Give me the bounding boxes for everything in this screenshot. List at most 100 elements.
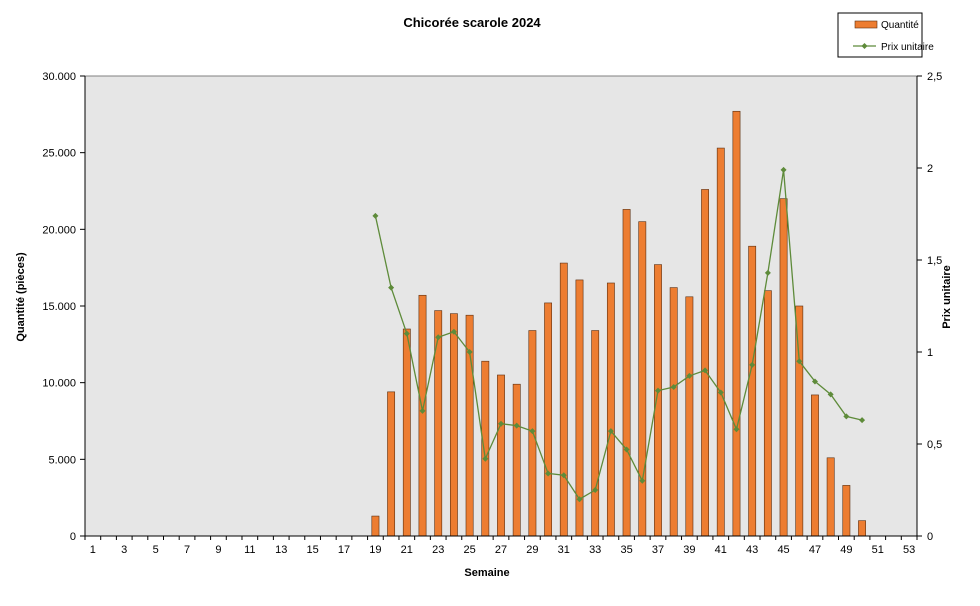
y2-axis-label: Prix unitaire <box>941 265 953 329</box>
price-marker-week-37 <box>654 387 661 394</box>
bar-week-38 <box>669 287 678 537</box>
bar-week-36 <box>638 221 647 537</box>
price-marker-week-24 <box>450 328 457 335</box>
bar-week-49 <box>842 485 851 537</box>
legend: Quantité Prix unitaire <box>837 12 934 58</box>
price-marker-week-21 <box>403 330 410 337</box>
price-marker-week-26 <box>482 455 489 462</box>
x-tick-label: 7 <box>184 544 190 556</box>
x-tick-label: 23 <box>432 544 444 556</box>
bar-week-37 <box>654 264 662 537</box>
bar-week-31 <box>559 262 568 537</box>
bar-week-46 <box>795 305 804 537</box>
price-marker-week-34 <box>607 428 614 435</box>
y-tick-label: 30.000 <box>42 71 76 83</box>
x-tick-label: 21 <box>401 544 413 556</box>
x-tick-label: 1 <box>90 544 96 556</box>
price-marker-week-45 <box>780 166 787 173</box>
legend-label-quantite: Quantité <box>881 20 919 31</box>
bar-week-47 <box>811 394 819 537</box>
x-tick-label: 9 <box>215 544 221 556</box>
price-marker-week-35 <box>623 446 630 453</box>
x-tick-label: 31 <box>558 544 570 556</box>
legend-marker-prix <box>861 43 868 49</box>
legend-swatch-quantite <box>854 20 878 29</box>
bar-week-48 <box>826 457 835 537</box>
price-marker-week-33 <box>592 487 599 493</box>
legend-box <box>837 12 923 58</box>
price-marker-week-20 <box>388 284 395 291</box>
y-tick-label: 10.000 <box>42 378 76 390</box>
bar-week-27 <box>497 374 505 537</box>
x-tick-label: 39 <box>683 544 695 556</box>
y2-tick-label: 0,5 <box>927 439 942 451</box>
x-tick-label: 13 <box>275 544 287 556</box>
x-tick-label: 47 <box>809 544 821 556</box>
y2-tick-label: 0 <box>927 531 933 543</box>
price-marker-week-38 <box>670 383 677 390</box>
price-marker-week-29 <box>529 428 536 435</box>
bar-week-26 <box>481 360 490 537</box>
price-marker-week-25 <box>466 349 473 355</box>
x-tick-label: 33 <box>589 544 601 556</box>
bar-week-50 <box>858 520 866 537</box>
bar-week-22 <box>418 294 427 537</box>
price-marker-week-40 <box>702 367 709 374</box>
y2-tick-label: 2,5 <box>927 71 942 83</box>
price-marker-week-42 <box>733 426 740 433</box>
y2-tick-label: 1,5 <box>927 255 942 267</box>
price-line <box>374 169 863 501</box>
x-tick-label: 45 <box>777 544 789 556</box>
x-tick-label: 29 <box>526 544 538 556</box>
bar-week-34 <box>606 282 615 537</box>
x-tick-label: 17 <box>338 544 350 556</box>
price-marker-week-48 <box>827 391 834 398</box>
bar-week-23 <box>434 310 443 537</box>
bar-week-43 <box>748 245 757 537</box>
bar-week-35 <box>622 209 631 537</box>
x-tick-label: 3 <box>121 544 127 556</box>
x-tick-label: 11 <box>244 544 255 556</box>
bar-week-19 <box>371 515 380 537</box>
axes-group: 0 5.000 10.000 15.000 20.000 25.000 30.000 0 0,5… <box>42 71 942 556</box>
price-marker-week-39 <box>686 372 693 379</box>
x-tick-label: 51 <box>872 544 884 556</box>
bar-week-42 <box>732 110 741 537</box>
y-tick-label: 0 <box>70 531 76 543</box>
price-marker-week-32 <box>576 496 583 503</box>
price-marker-week-50 <box>859 417 866 424</box>
price-marker-week-49 <box>843 413 850 420</box>
x-tick-label: 5 <box>153 544 159 556</box>
legend-label-prix: Prix unitaire <box>881 42 934 53</box>
bar-week-20 <box>387 391 396 537</box>
x-tick-label: 41 <box>715 544 727 556</box>
price-marker-week-23 <box>435 334 442 341</box>
y-tick-label: 25.000 <box>42 148 76 160</box>
price-line-group <box>372 166 866 503</box>
bar-week-28 <box>512 383 521 537</box>
price-marker-week-27 <box>498 420 504 427</box>
price-marker-week-19 <box>372 212 379 219</box>
bar-week-39 <box>685 296 694 537</box>
bar-week-40 <box>701 189 709 537</box>
price-marker-week-44 <box>764 269 771 276</box>
bar-week-44 <box>763 290 772 537</box>
price-marker-week-36 <box>639 477 646 484</box>
x-tick-label: 49 <box>840 544 852 556</box>
price-marker-week-43 <box>749 361 756 368</box>
y-tick-label: 15.000 <box>42 301 76 313</box>
y-axis-label: Quantité (pièces) <box>15 252 27 342</box>
y2-tick-label: 2 <box>927 163 933 175</box>
price-marker-week-47 <box>811 378 818 385</box>
bar-week-45 <box>779 198 788 537</box>
x-tick-label: 35 <box>620 544 632 556</box>
x-tick-label: 15 <box>306 544 318 556</box>
chart-title: Chicorée scarole 2024 <box>403 15 541 30</box>
price-marker-week-41 <box>717 389 724 396</box>
x-tick-label: 43 <box>746 544 758 556</box>
bar-week-24 <box>449 313 458 537</box>
x-tick-label: 27 <box>495 544 507 556</box>
x-tick-label: 19 <box>369 544 381 556</box>
y2-tick-label: 1 <box>927 347 933 359</box>
